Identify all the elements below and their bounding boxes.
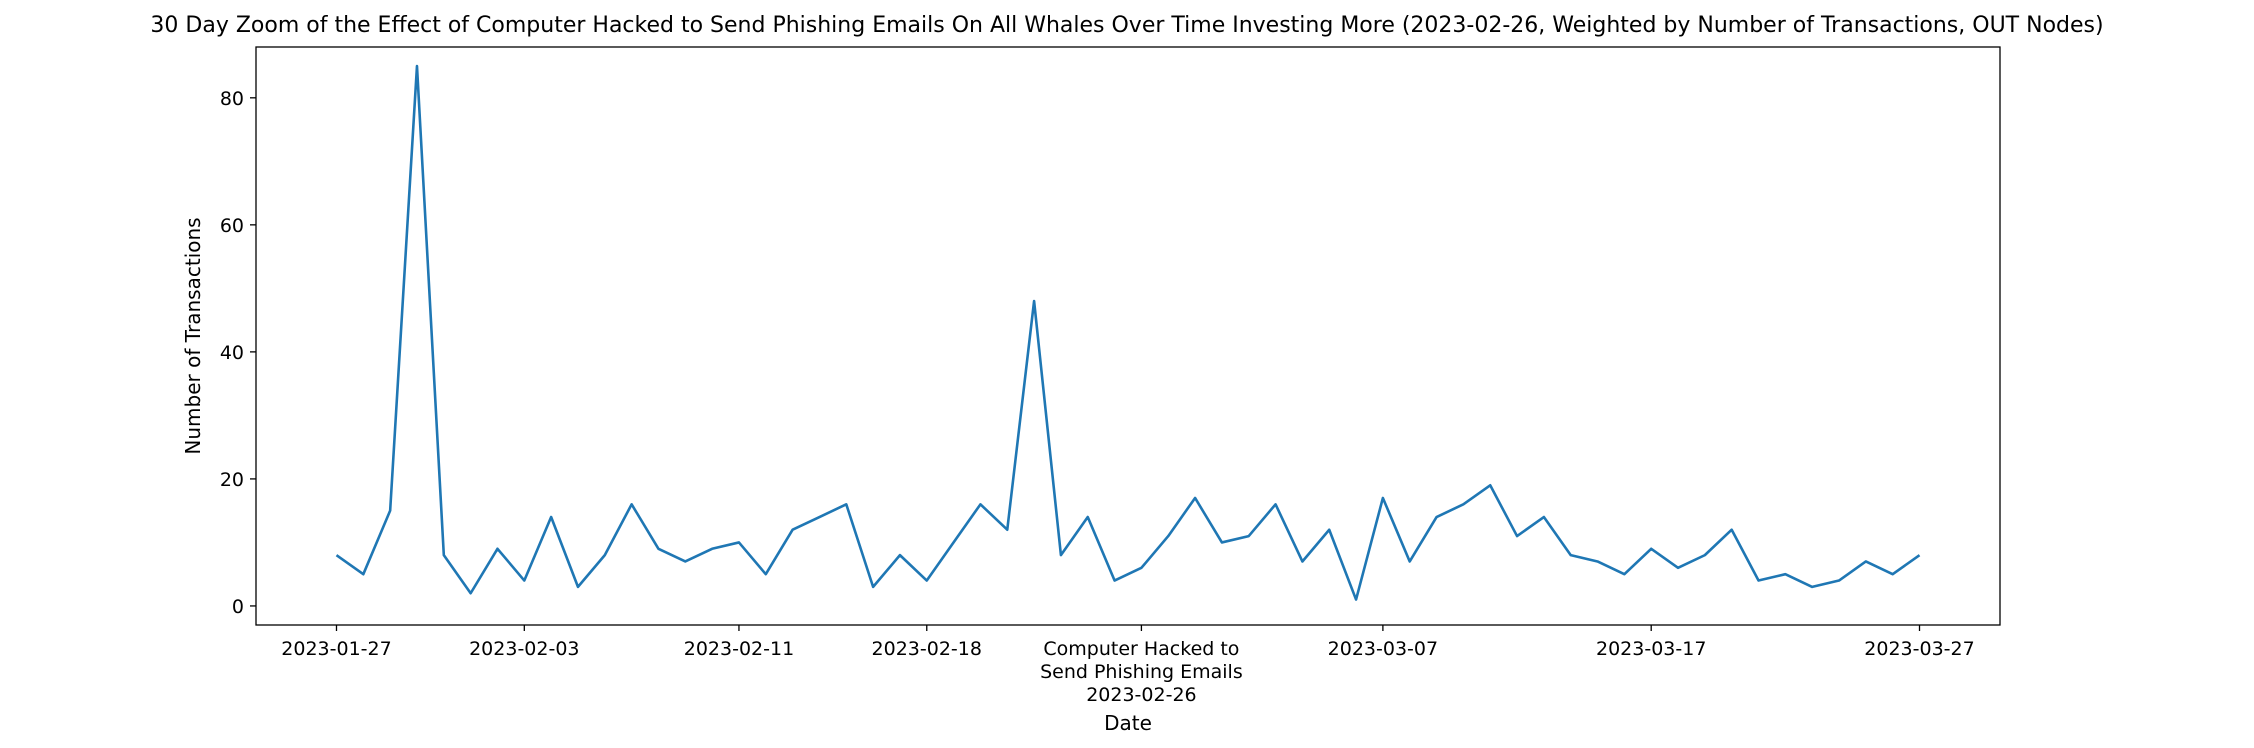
x-tick-label: 2023-02-18 [872,638,982,660]
x-tick-label: 2023-02-11 [684,638,794,660]
x-tick-label: 2023-03-07 [1328,638,1438,660]
y-axis-label: Number of Transactions [181,217,205,454]
y-tick-label: 0 [232,596,244,618]
x-tick-label: 2023-03-17 [1596,638,1706,660]
chart-title: 30 Day Zoom of the Effect of Computer Ha… [150,13,2103,38]
y-tick-label: 20 [220,469,244,491]
y-axis: 0 20 40 60 80 [220,88,256,618]
x-tick-label: 2023-02-03 [469,638,579,660]
x-axis: 2023-01-27 2023-02-03 2023-02-11 2023-02-18… [281,625,1975,706]
x-tick-label: Computer Hacked to Send Phishing Emails 20… [1040,638,1243,706]
plot-frame [255,46,2001,626]
x-tick-label: 2023-03-27 [1864,638,1974,660]
y-tick-label: 80 [220,88,244,110]
series-line [335,64,1921,601]
x-axis-label: Date [1104,711,1152,735]
plot-area [335,64,1921,601]
y-tick-label: 40 [220,342,244,364]
x-tick-label: 2023-01-27 [281,638,391,660]
y-tick-label: 60 [220,215,244,237]
